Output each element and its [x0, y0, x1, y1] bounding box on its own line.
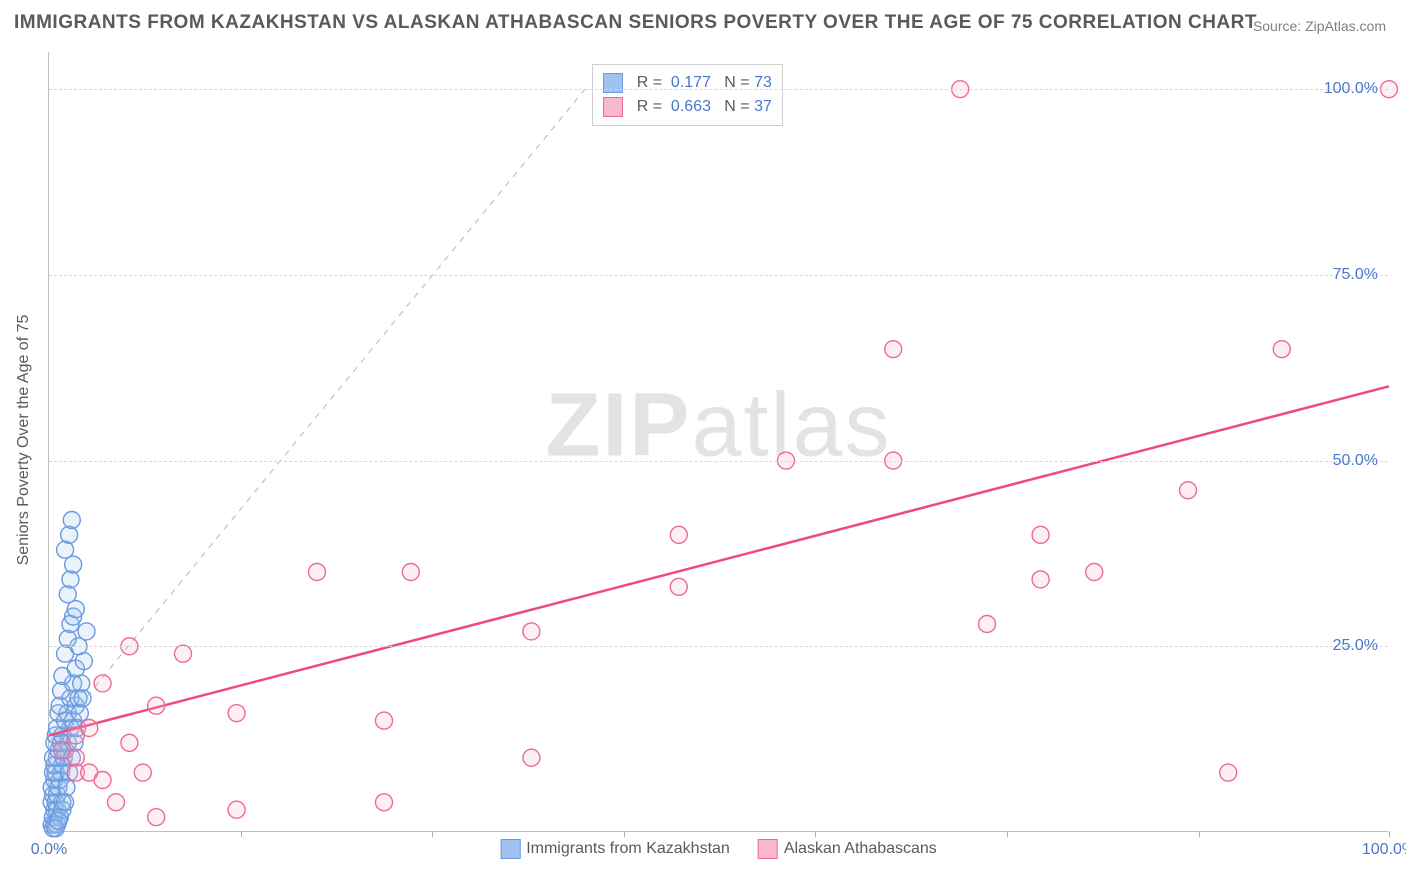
x-tick-label: 0.0%: [31, 841, 67, 859]
data-point-ath: [670, 578, 687, 595]
data-point-kz: [50, 812, 67, 829]
legend-label-kz: Immigrants from Kazakhstan: [526, 840, 730, 857]
y-tick-label: 75.0%: [1333, 266, 1378, 284]
swatch-kz: [500, 839, 520, 859]
legend-item-ath: Alaskan Athabascans: [758, 839, 937, 859]
data-point-ath: [94, 675, 111, 692]
data-point-ath: [148, 697, 165, 714]
data-point-ath: [108, 794, 125, 811]
data-point-ath: [1032, 571, 1049, 588]
y-tick-label: 100.0%: [1324, 80, 1378, 98]
data-point-ath: [228, 801, 245, 818]
data-point-ath: [979, 616, 996, 633]
x-tick: [1199, 831, 1200, 837]
scatter-plot-area: ZIPatlas R = 0.177 N = 73R = 0.663 N = 3…: [48, 52, 1388, 832]
gridline-h: [49, 646, 1388, 647]
data-point-ath: [309, 564, 326, 581]
data-point-ath: [523, 749, 540, 766]
y-axis-label: Seniors Poverty Over the Age of 75: [15, 315, 33, 566]
data-point-kz: [62, 571, 79, 588]
data-point-ath: [94, 772, 111, 789]
y-tick-label: 50.0%: [1333, 452, 1378, 470]
chart-title: IMMIGRANTS FROM KAZAKHSTAN VS ALASKAN AT…: [14, 12, 1257, 34]
data-point-ath: [148, 809, 165, 826]
data-point-ath: [1220, 764, 1237, 781]
y-tick-label: 25.0%: [1333, 637, 1378, 655]
x-tick-label: 100.0%: [1362, 841, 1406, 859]
stats-row-ath: R = 0.663 N = 37: [603, 95, 772, 119]
data-point-ath: [175, 645, 192, 662]
correlation-stats-box: R = 0.177 N = 73R = 0.663 N = 37: [592, 64, 783, 126]
data-point-kz: [78, 623, 95, 640]
data-point-ath: [228, 705, 245, 722]
x-tick: [815, 831, 816, 837]
legend-label-ath: Alaskan Athabascans: [784, 840, 937, 857]
x-tick: [1389, 831, 1390, 837]
x-tick: [624, 831, 625, 837]
data-point-ath: [1086, 564, 1103, 581]
data-point-ath: [670, 526, 687, 543]
data-point-ath: [1180, 482, 1197, 499]
data-point-ath: [402, 564, 419, 581]
data-point-ath: [134, 764, 151, 781]
legend-bottom: Immigrants from Kazakhstan Alaskan Athaba…: [500, 839, 937, 859]
data-point-ath: [121, 734, 138, 751]
data-point-ath: [376, 794, 393, 811]
swatch-ath: [758, 839, 778, 859]
data-point-kz: [59, 586, 76, 603]
data-point-kz: [71, 705, 88, 722]
data-point-ath: [523, 623, 540, 640]
data-point-ath: [376, 712, 393, 729]
source-attribution: Source: ZipAtlas.com: [1253, 18, 1386, 34]
plot-svg: [49, 52, 1388, 831]
x-tick: [1007, 831, 1008, 837]
data-point-ath: [1273, 341, 1290, 358]
data-point-kz: [59, 630, 76, 647]
swatch-ath: [603, 97, 623, 117]
data-point-ath: [885, 341, 902, 358]
x-tick: [241, 831, 242, 837]
legend-item-kz: Immigrants from Kazakhstan: [500, 839, 730, 859]
data-point-kz: [57, 794, 74, 811]
gridline-h: [49, 275, 1388, 276]
data-point-ath: [81, 720, 98, 737]
data-point-kz: [74, 690, 91, 707]
x-tick: [49, 831, 50, 837]
data-point-ath: [1032, 526, 1049, 543]
gridline-h: [49, 461, 1388, 462]
data-point-kz: [63, 512, 80, 529]
data-point-kz: [61, 526, 78, 543]
trend-line-ath: [49, 386, 1389, 735]
gridline-h: [49, 89, 1388, 90]
stats-row-kz: R = 0.177 N = 73: [603, 71, 772, 95]
x-tick: [432, 831, 433, 837]
